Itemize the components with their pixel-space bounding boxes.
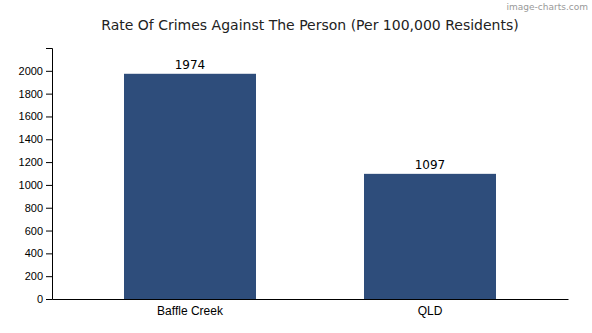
y-tick-label: 0 — [37, 293, 43, 305]
plot: 0 200 400 600 800 1000 1200 1400 1600 1800 2000 Baf… — [19, 49, 569, 319]
data-labels: 1974 1097 — [175, 58, 446, 172]
y-tick: 200 — [25, 270, 52, 282]
y-tick-label: 1000 — [19, 179, 43, 191]
x-tick-label: Baffle Creek — [157, 304, 224, 318]
y-tick-label: 1600 — [19, 110, 43, 122]
x-axis: Baffle Creek QLD — [53, 300, 569, 319]
y-tick-label: 400 — [25, 247, 43, 259]
data-label: 1974 — [175, 58, 206, 72]
y-tick-label: 200 — [25, 270, 43, 282]
y-tick: 1400 — [19, 133, 52, 145]
y-tick-mark — [46, 231, 52, 232]
x-tick-label: QLD — [418, 304, 443, 318]
y-tick-mark — [46, 71, 52, 72]
x-tick: QLD — [418, 304, 443, 318]
y-tick-mark — [46, 253, 52, 254]
y-tick-label: 1400 — [19, 133, 43, 145]
y-tick: 800 — [25, 202, 52, 214]
y-tick-mark — [46, 208, 52, 209]
y-tick: 600 — [25, 225, 52, 237]
y-tick-label: 2000 — [19, 65, 43, 77]
y-tick-mark — [46, 116, 52, 117]
y-tick-label: 1800 — [19, 88, 43, 100]
y-tick: 1200 — [19, 156, 52, 168]
y-tick-label: 1200 — [19, 156, 43, 168]
bars — [124, 74, 496, 299]
annotation: image-charts.com — [507, 2, 588, 12]
data-label: 1097 — [415, 158, 446, 172]
y-tick-mark — [46, 276, 52, 277]
y-tick-mark — [46, 162, 52, 163]
y-tick-label: 800 — [25, 202, 43, 214]
bar — [364, 174, 496, 299]
x-tick: Baffle Creek — [157, 304, 224, 318]
chart: Rate Of Crimes Against The Person (Per 1… — [0, 0, 592, 333]
bar — [124, 74, 256, 299]
y-tick: 1800 — [19, 88, 52, 100]
title: Rate Of Crimes Against The Person (Per 1… — [101, 17, 518, 33]
y-tick-label: 600 — [25, 225, 43, 237]
y-tick: 0 — [37, 293, 52, 305]
x-axis-line — [53, 299, 569, 300]
y-tick: 1000 — [19, 179, 52, 191]
y-tick-mark — [46, 185, 52, 186]
y-tick-mark — [46, 299, 52, 300]
y-tick: 400 — [25, 247, 52, 259]
y-tick-mark — [46, 94, 52, 95]
y-axis-line — [46, 49, 53, 300]
y-tick-mark — [46, 139, 52, 140]
y-tick: 1600 — [19, 110, 52, 122]
y-axis: 0 200 400 600 800 1000 1200 1400 1600 1800 2000 — [19, 49, 53, 306]
y-tick: 2000 — [19, 65, 52, 77]
